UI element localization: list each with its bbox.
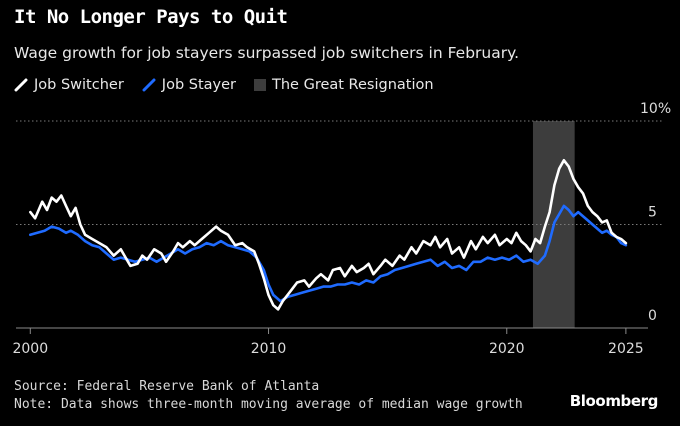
y-tick-label-5: 5	[648, 205, 657, 221]
x-tick-label-2010: 2010	[251, 341, 287, 357]
source-note: Source: Federal Reserve Bank of Atlanta	[14, 379, 320, 394]
series-line-job-switcher	[29, 159, 628, 311]
chart-subtitle: Wage growth for job stayers surpassed jo…	[14, 44, 519, 62]
x-tick-label-2000: 2000	[12, 341, 48, 357]
chart-legend: Job Switcher Job Stayer The Great Resign…	[14, 77, 434, 93]
line-swatch-icon	[142, 78, 156, 92]
y-tick-label-0: 0	[648, 308, 657, 324]
x-tick-label-2020: 2020	[489, 341, 525, 357]
y-tick-label-10: 10%	[640, 101, 671, 117]
legend-label-great-resignation: The Great Resignation	[272, 77, 434, 93]
legend-item-great-resignation[interactable]: The Great Resignation	[254, 77, 434, 93]
bloomberg-logo: Bloomberg	[569, 392, 659, 410]
series-line-job-stayer	[29, 204, 628, 303]
chart-footer: Source: Federal Reserve Bank of Atlanta …	[14, 378, 523, 414]
shaded-box-swatch-icon	[254, 79, 266, 91]
legend-label-job-stayer: Job Stayer	[161, 77, 236, 93]
legend-item-job-switcher[interactable]: Job Switcher	[14, 77, 124, 93]
legend-item-job-stayer[interactable]: Job Stayer	[142, 77, 236, 93]
x-tick-label-2025: 2025	[608, 341, 644, 357]
chart-title: It No Longer Pays to Quit	[14, 6, 288, 28]
line-swatch-icon	[14, 78, 28, 92]
legend-label-job-switcher: Job Switcher	[34, 77, 124, 93]
methodology-note: Note: Data shows three-month moving aver…	[14, 397, 523, 412]
